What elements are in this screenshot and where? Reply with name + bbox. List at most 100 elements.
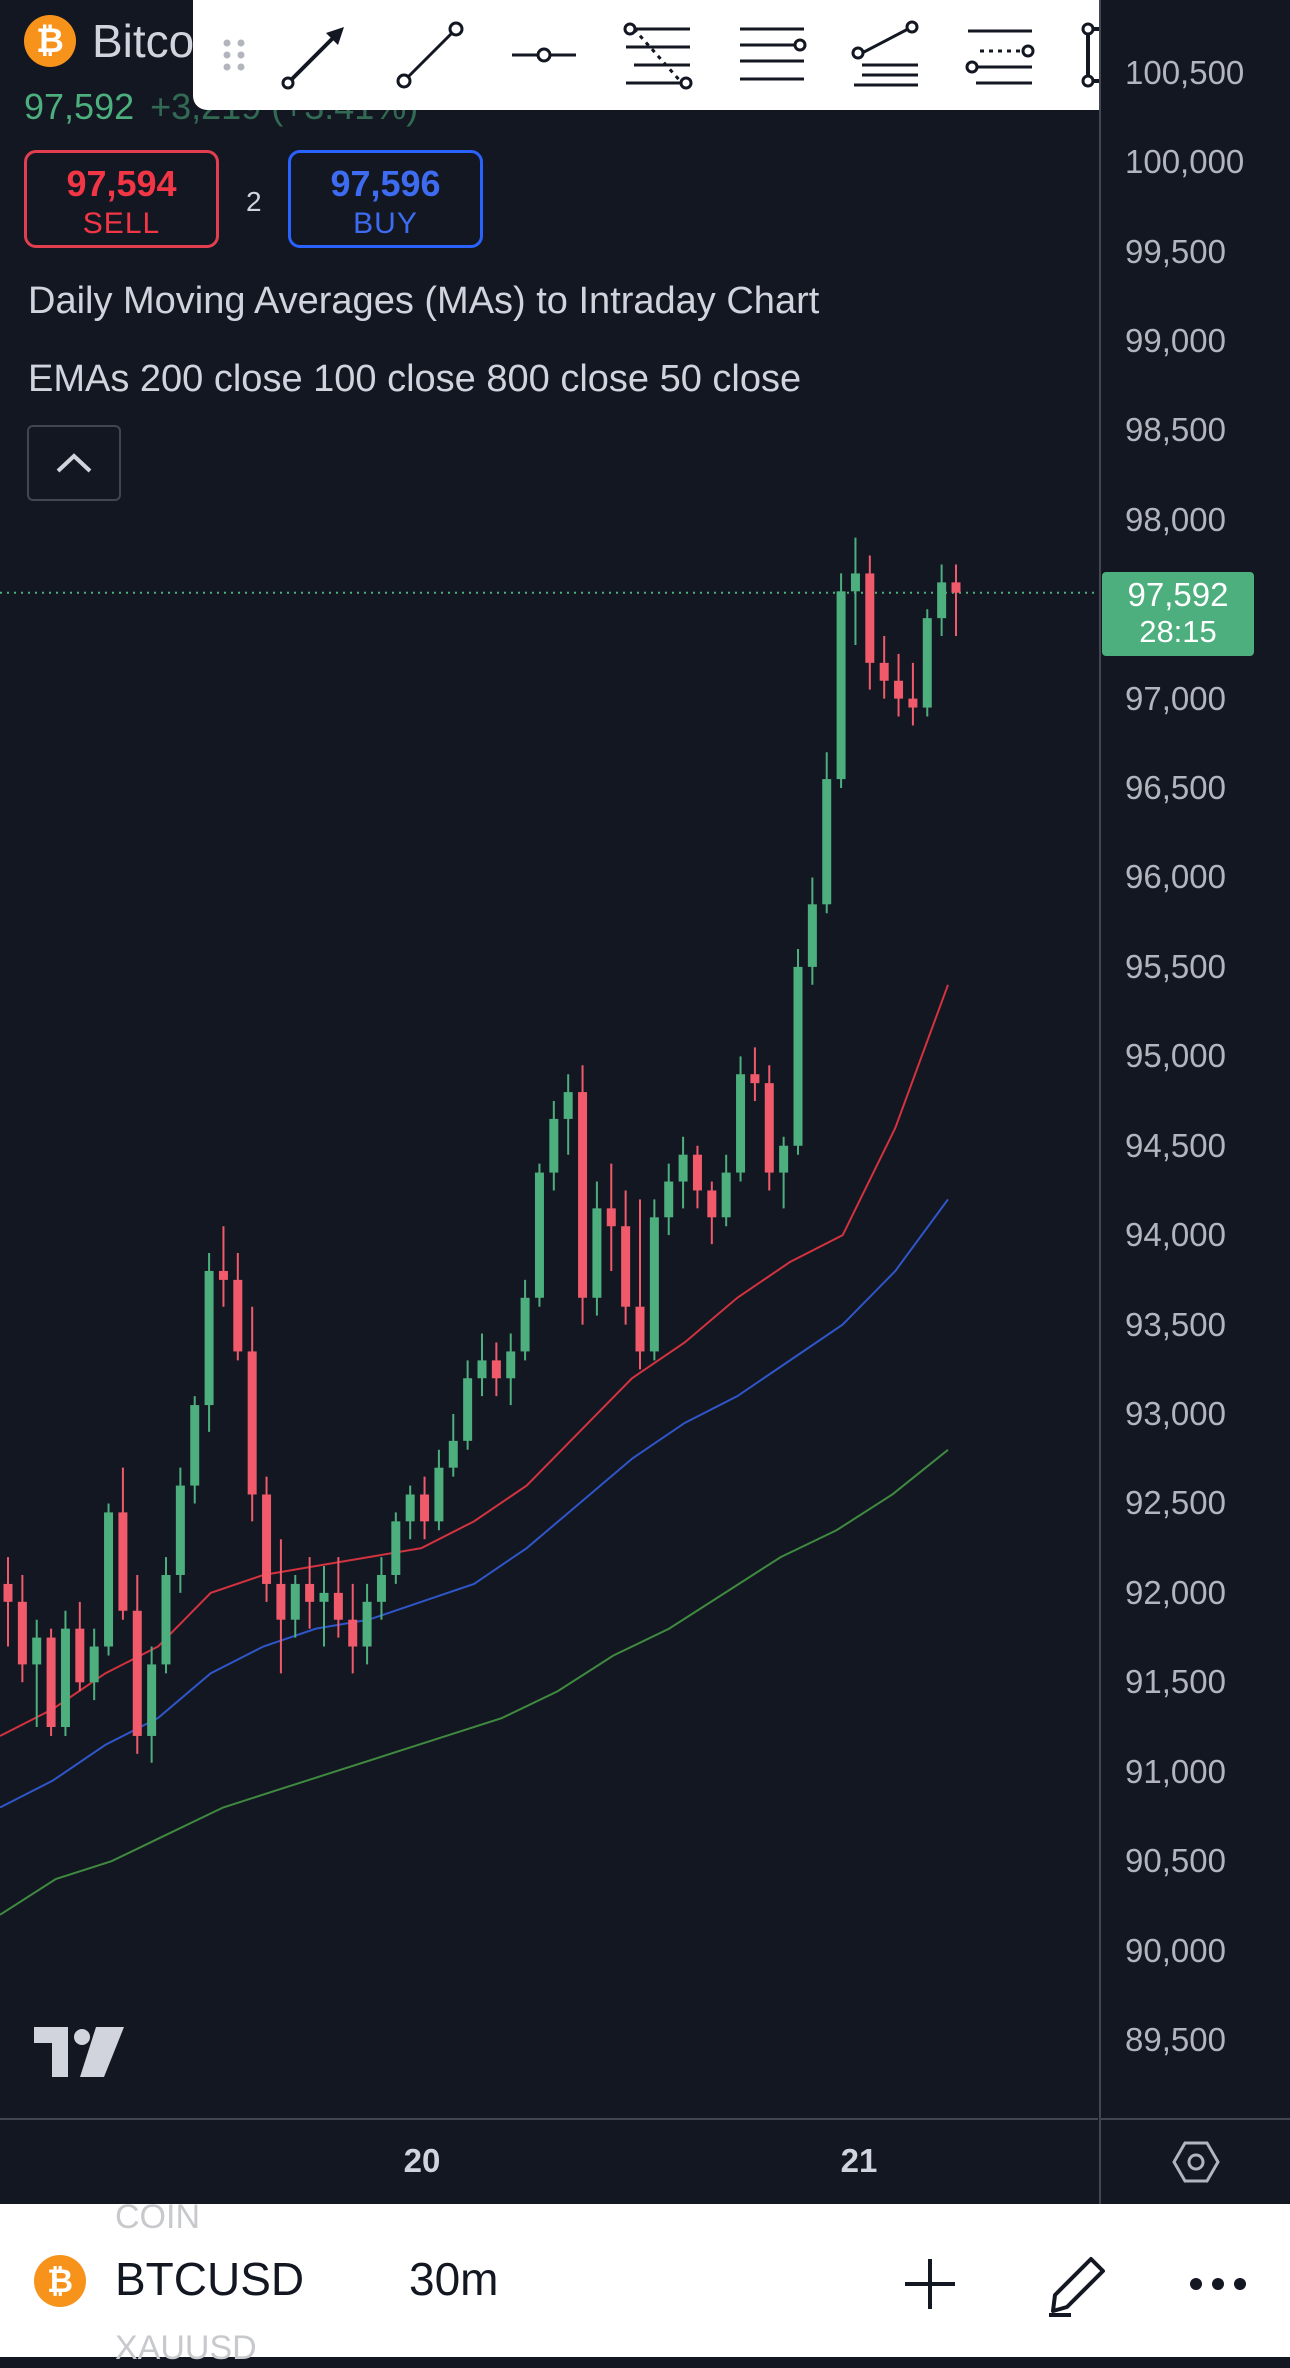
ema-line-red [0, 984, 949, 1737]
tradingview-logo [34, 2027, 126, 2084]
drag-handle-icon[interactable] [209, 35, 259, 75]
price-axis[interactable]: 100,500 100,000 99,500 99,000 98,500 98,000 97… [1099, 0, 1290, 2118]
drawing-toolbar[interactable] [193, 0, 1175, 110]
symbol-selector[interactable]: BTCUSD [115, 2253, 305, 2305]
candle-up [678, 1154, 688, 1182]
last-price: 97,592 [24, 86, 135, 127]
time-label-20: 20 [403, 2142, 441, 2179]
candle-down [46, 1637, 56, 1728]
candle-up [779, 1145, 789, 1173]
price-axis-label: 94,000 [1125, 1216, 1226, 1254]
candle-down [764, 1083, 774, 1173]
interval-selector[interactable]: 30m [409, 2253, 499, 2305]
candle-down [333, 1592, 343, 1620]
candle-down [75, 1628, 85, 1683]
price-axis-label: 90,500 [1125, 1842, 1226, 1880]
candle-up [89, 1646, 99, 1683]
candle-up [807, 904, 817, 967]
candle-down [3, 1583, 13, 1602]
candle-up [376, 1574, 386, 1602]
candle-down [218, 1270, 228, 1280]
indicator-legend-emas[interactable]: EMAs 200 close 100 close 800 close 50 cl… [28, 358, 802, 400]
price-axis-label: 89,500 [1125, 2021, 1226, 2058]
candle-down [578, 1092, 588, 1298]
price-axis-label: 99,500 [1125, 232, 1226, 270]
time-axis[interactable]: 20 21 [0, 2118, 1098, 2204]
trend-line-icon[interactable] [373, 0, 487, 110]
candle-up [563, 1092, 573, 1119]
price-axis-label: 99,000 [1125, 321, 1226, 359]
fib-retracement-icon[interactable] [601, 0, 715, 110]
buy-button[interactable]: 97,596 BUY [288, 150, 483, 248]
ema-line-blue [0, 1198, 949, 1809]
ema-line-green [0, 1449, 949, 1916]
candle-up [520, 1297, 530, 1352]
candle-up [463, 1378, 473, 1441]
price-axis-label: 95,000 [1125, 1037, 1226, 1075]
candle-up [60, 1628, 70, 1728]
candle-up [506, 1351, 516, 1379]
more-options-icon[interactable] [1178, 2244, 1258, 2324]
candle-down [692, 1154, 702, 1191]
candle-up [822, 779, 832, 905]
candle-up [104, 1512, 114, 1647]
candle-up [190, 1405, 200, 1486]
scroll-list-ghost-below: XAUUSD [115, 2329, 257, 2367]
candle-down [951, 582, 961, 593]
price-axis-label: 98,500 [1125, 411, 1226, 449]
pencil-draw-icon[interactable] [1036, 2244, 1116, 2324]
candle-up [477, 1360, 487, 1379]
candle-down [894, 680, 904, 699]
sell-label: SELL [82, 207, 161, 240]
candle-down [420, 1494, 430, 1522]
candle-countdown: 28:15 [1139, 614, 1217, 649]
price-axis-label: 96,500 [1125, 769, 1226, 807]
indicator-legend-title[interactable]: Daily Moving Averages (MAs) to Intraday … [28, 280, 820, 322]
buy-price: 97,596 [330, 163, 441, 204]
candle-down [879, 662, 889, 681]
candle-down [262, 1494, 272, 1584]
candle-down [348, 1619, 358, 1647]
candle-up [204, 1270, 214, 1406]
spread-value: 2 [246, 186, 262, 217]
price-axis-label: 92,000 [1125, 1573, 1226, 1611]
price-axis-label: 90,000 [1125, 1931, 1226, 1969]
price-axis-label: 96,000 [1125, 858, 1226, 896]
arrow-icon[interactable] [259, 0, 373, 110]
bitcoin-coin-icon: ₿ [24, 15, 76, 67]
price-axis-label: 91,500 [1125, 1663, 1226, 1701]
parallel-lines-icon[interactable] [715, 0, 829, 110]
fib-channel-icon[interactable] [943, 0, 1057, 110]
price-chart[interactable] [0, 0, 1098, 2118]
candle-up [922, 618, 932, 708]
candle-down [707, 1190, 717, 1218]
current-price-label: 97,592 [1127, 576, 1229, 613]
chart-settings-button[interactable] [1099, 2118, 1290, 2204]
horizontal-ray-icon[interactable] [487, 0, 601, 110]
candle-up [405, 1494, 415, 1522]
price-axis-label: 93,500 [1125, 1305, 1226, 1343]
scroll-list-ghost-above: COIN [115, 2198, 200, 2236]
plus-icon[interactable] [890, 2244, 970, 2324]
current-price-badge: 97,592 28:15 [1102, 572, 1254, 656]
sell-button[interactable]: 97,594 SELL [24, 150, 219, 248]
candle-down [750, 1074, 760, 1084]
candle-up [721, 1172, 731, 1218]
price-axis-label: 100,000 [1125, 143, 1245, 181]
candle-up [448, 1440, 458, 1468]
candle-up [161, 1574, 171, 1665]
pitchfork-icon[interactable] [829, 0, 943, 110]
candle-up [391, 1521, 401, 1575]
candle-down [132, 1610, 142, 1736]
candle-up [793, 966, 803, 1146]
price-axis-label: 93,000 [1125, 1395, 1226, 1433]
candle-down [865, 573, 875, 663]
candle-down [491, 1360, 501, 1379]
price-axis-label: 100,500 [1125, 53, 1245, 91]
chart-area[interactable] [0, 0, 1098, 2118]
collapse-legend-button[interactable] [27, 425, 121, 501]
candle-up [362, 1601, 372, 1647]
bitcoin-coin-icon: ₿ [34, 2255, 86, 2307]
candle-up [549, 1118, 559, 1173]
bottom-bar: COIN ₿ BTCUSD 30m XAUUSD [0, 2198, 1290, 2367]
